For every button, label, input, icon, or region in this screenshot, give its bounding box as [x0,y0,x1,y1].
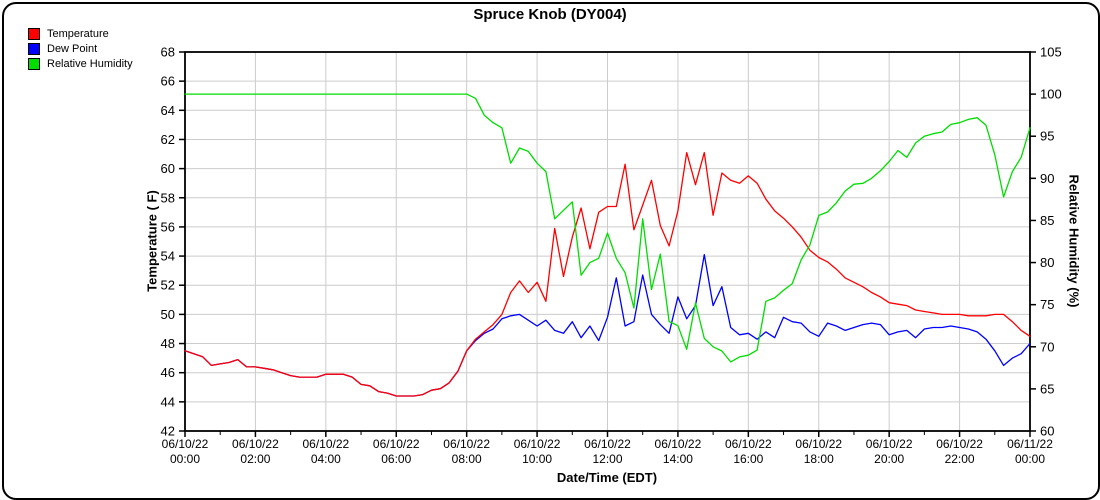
dew-point-swatch-icon [28,42,40,55]
x-tick-time-label: 06:00 [381,452,411,466]
x-tick-date-label: 06/10/22 [866,437,913,451]
legend-item-relative-humidity: Relative Humidity [28,56,133,71]
x-tick-date-label: 06/10/22 [936,437,983,451]
legend-item-dew-point: Dew Point [28,41,133,56]
left-tick-label: 42 [161,424,175,439]
relative-humidity-swatch-icon [28,57,40,70]
left-tick-label: 66 [161,74,175,89]
legend-item-temperature: Temperature [28,26,133,41]
x-tick-time-label: 14:00 [663,452,693,466]
right-tick-label: 105 [1040,45,1062,60]
x-tick-time-label: 16:00 [733,452,763,466]
x-tick-date-label: 06/10/22 [302,437,349,451]
x-tick-date-label: 06/10/22 [514,437,561,451]
left-tick-label: 60 [161,161,175,176]
legend-label-dew-point: Dew Point [47,42,98,55]
x-tick-time-label: 08:00 [452,452,482,466]
x-tick-time-label: 00:00 [1015,452,1045,466]
x-tick-time-label: 02:00 [240,452,270,466]
x-tick-date-label: 06/10/22 [725,437,772,451]
legend: Temperature Dew Point Relative Humidity [28,26,133,71]
x-axis-title: Date/Time (EDT) [556,470,658,485]
x-tick-date-label: 06/10/22 [655,437,702,451]
x-tick-date-label: 06/10/22 [162,437,209,451]
left-tick-label: 64 [161,103,175,118]
right-tick-label: 65 [1040,381,1054,396]
x-tick-time-label: 10:00 [522,452,552,466]
x-tick-time-label: 20:00 [874,452,904,466]
right-tick-label: 95 [1040,129,1054,144]
x-tick-date-label: 06/10/22 [795,437,842,451]
chart-title: Spruce Knob (DY004) [473,6,627,23]
temperature-line [184,151,1031,397]
x-tick-date-label: 06/10/22 [443,437,490,451]
legend-label-temperature: Temperature [47,27,109,40]
left-tick-label: 68 [161,45,175,60]
right-tick-label: 80 [1040,255,1054,270]
temperature-swatch-icon [28,27,40,40]
x-tick-time-label: 18:00 [804,452,834,466]
x-tick-date-label: 06/10/22 [373,437,420,451]
left-tick-label: 54 [161,249,175,264]
x-tick-time-label: 22:00 [945,452,975,466]
legend-label-relative-humidity: Relative Humidity [47,57,133,70]
right-tick-label: 100 [1040,87,1062,102]
x-tick-date-label: 06/11/22 [1007,437,1053,451]
x-tick-time-label: 04:00 [311,452,341,466]
right-tick-label: 85 [1040,213,1054,228]
x-tick-time-label: 12:00 [592,452,622,466]
x-tick-date-label: 06/10/22 [584,437,631,451]
right-tick-label: 60 [1040,424,1054,439]
x-tick-date-label: 06/10/22 [232,437,279,451]
left-tick-label: 44 [161,394,175,409]
relative-humidity-line [184,93,1031,363]
left-tick-label: 52 [161,278,175,293]
right-tick-label: 75 [1040,297,1054,312]
right-tick-label: 70 [1040,339,1054,354]
left-tick-label: 46 [161,365,175,380]
right-tick-label: 90 [1040,171,1054,186]
left-tick-label: 58 [161,190,175,205]
left-tick-label: 56 [161,219,175,234]
left-tick-label: 48 [161,336,175,351]
left-tick-label: 50 [161,307,175,322]
left-tick-label: 62 [161,132,175,147]
x-tick-time-label: 00:00 [170,452,200,466]
